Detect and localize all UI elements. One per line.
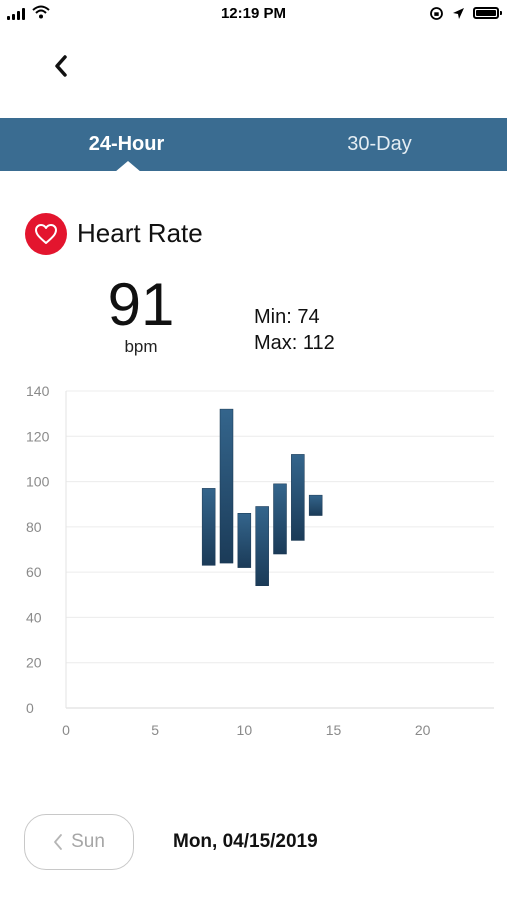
heart-rate-chart: 0 20 40 60 80 100 120 140 0 5 10 15 20 bbox=[26, 383, 494, 738]
y-tick-label: 80 bbox=[26, 519, 42, 535]
range-bar bbox=[291, 454, 305, 541]
y-tick-label: 20 bbox=[26, 655, 42, 671]
battery-icon bbox=[473, 7, 502, 19]
range-bar bbox=[219, 408, 234, 564]
max-value: Max: 112 bbox=[254, 332, 335, 354]
tab-bar: 24-Hour 30-Day bbox=[0, 118, 507, 172]
current-date: Mon, 04/15/2019 bbox=[173, 831, 318, 852]
status-bar: 12:19 PM bbox=[0, 0, 507, 28]
wifi-icon bbox=[32, 5, 50, 19]
previous-day-label: Sun bbox=[71, 831, 105, 852]
heart-rate-unit: bpm bbox=[124, 337, 158, 356]
chevron-left-icon bbox=[54, 834, 62, 850]
x-tick-label: 0 bbox=[62, 722, 70, 738]
section-title: Heart Rate bbox=[77, 218, 203, 248]
status-time: 12:19 PM bbox=[220, 5, 287, 22]
range-bar bbox=[255, 506, 269, 586]
heart-icon bbox=[35, 224, 57, 244]
tab-24-hour[interactable]: 24-Hour bbox=[88, 133, 165, 155]
previous-day-button[interactable]: Sun bbox=[24, 814, 134, 870]
range-bar bbox=[201, 488, 216, 566]
y-tick-label: 140 bbox=[26, 383, 50, 399]
signal-icon bbox=[7, 8, 29, 20]
y-tick-label: 0 bbox=[26, 700, 34, 716]
active-tab-indicator bbox=[115, 161, 141, 172]
x-tick-label: 10 bbox=[237, 722, 253, 738]
status-right bbox=[429, 5, 502, 21]
tab-30-day[interactable]: 30-Day bbox=[347, 133, 412, 155]
current-heart-rate: 91 bbox=[107, 271, 175, 338]
x-tick-label: 15 bbox=[326, 722, 342, 738]
battery-level bbox=[476, 10, 496, 16]
range-bar bbox=[273, 483, 287, 555]
range-bar bbox=[237, 513, 252, 568]
y-tick-label: 100 bbox=[26, 474, 50, 490]
x-tick-label: 5 bbox=[151, 722, 159, 738]
location-icon bbox=[453, 7, 464, 19]
y-tick-label: 40 bbox=[26, 609, 42, 625]
x-tick-label: 20 bbox=[415, 722, 431, 738]
chevron-left-icon bbox=[55, 55, 67, 77]
range-bar bbox=[308, 494, 323, 516]
back-button[interactable] bbox=[44, 48, 78, 84]
heart-rate-badge bbox=[25, 213, 67, 255]
y-tick-label: 60 bbox=[26, 564, 42, 580]
orientation-lock-icon bbox=[430, 6, 443, 20]
min-value: Min: 74 bbox=[254, 306, 320, 328]
y-tick-label: 120 bbox=[26, 428, 50, 444]
